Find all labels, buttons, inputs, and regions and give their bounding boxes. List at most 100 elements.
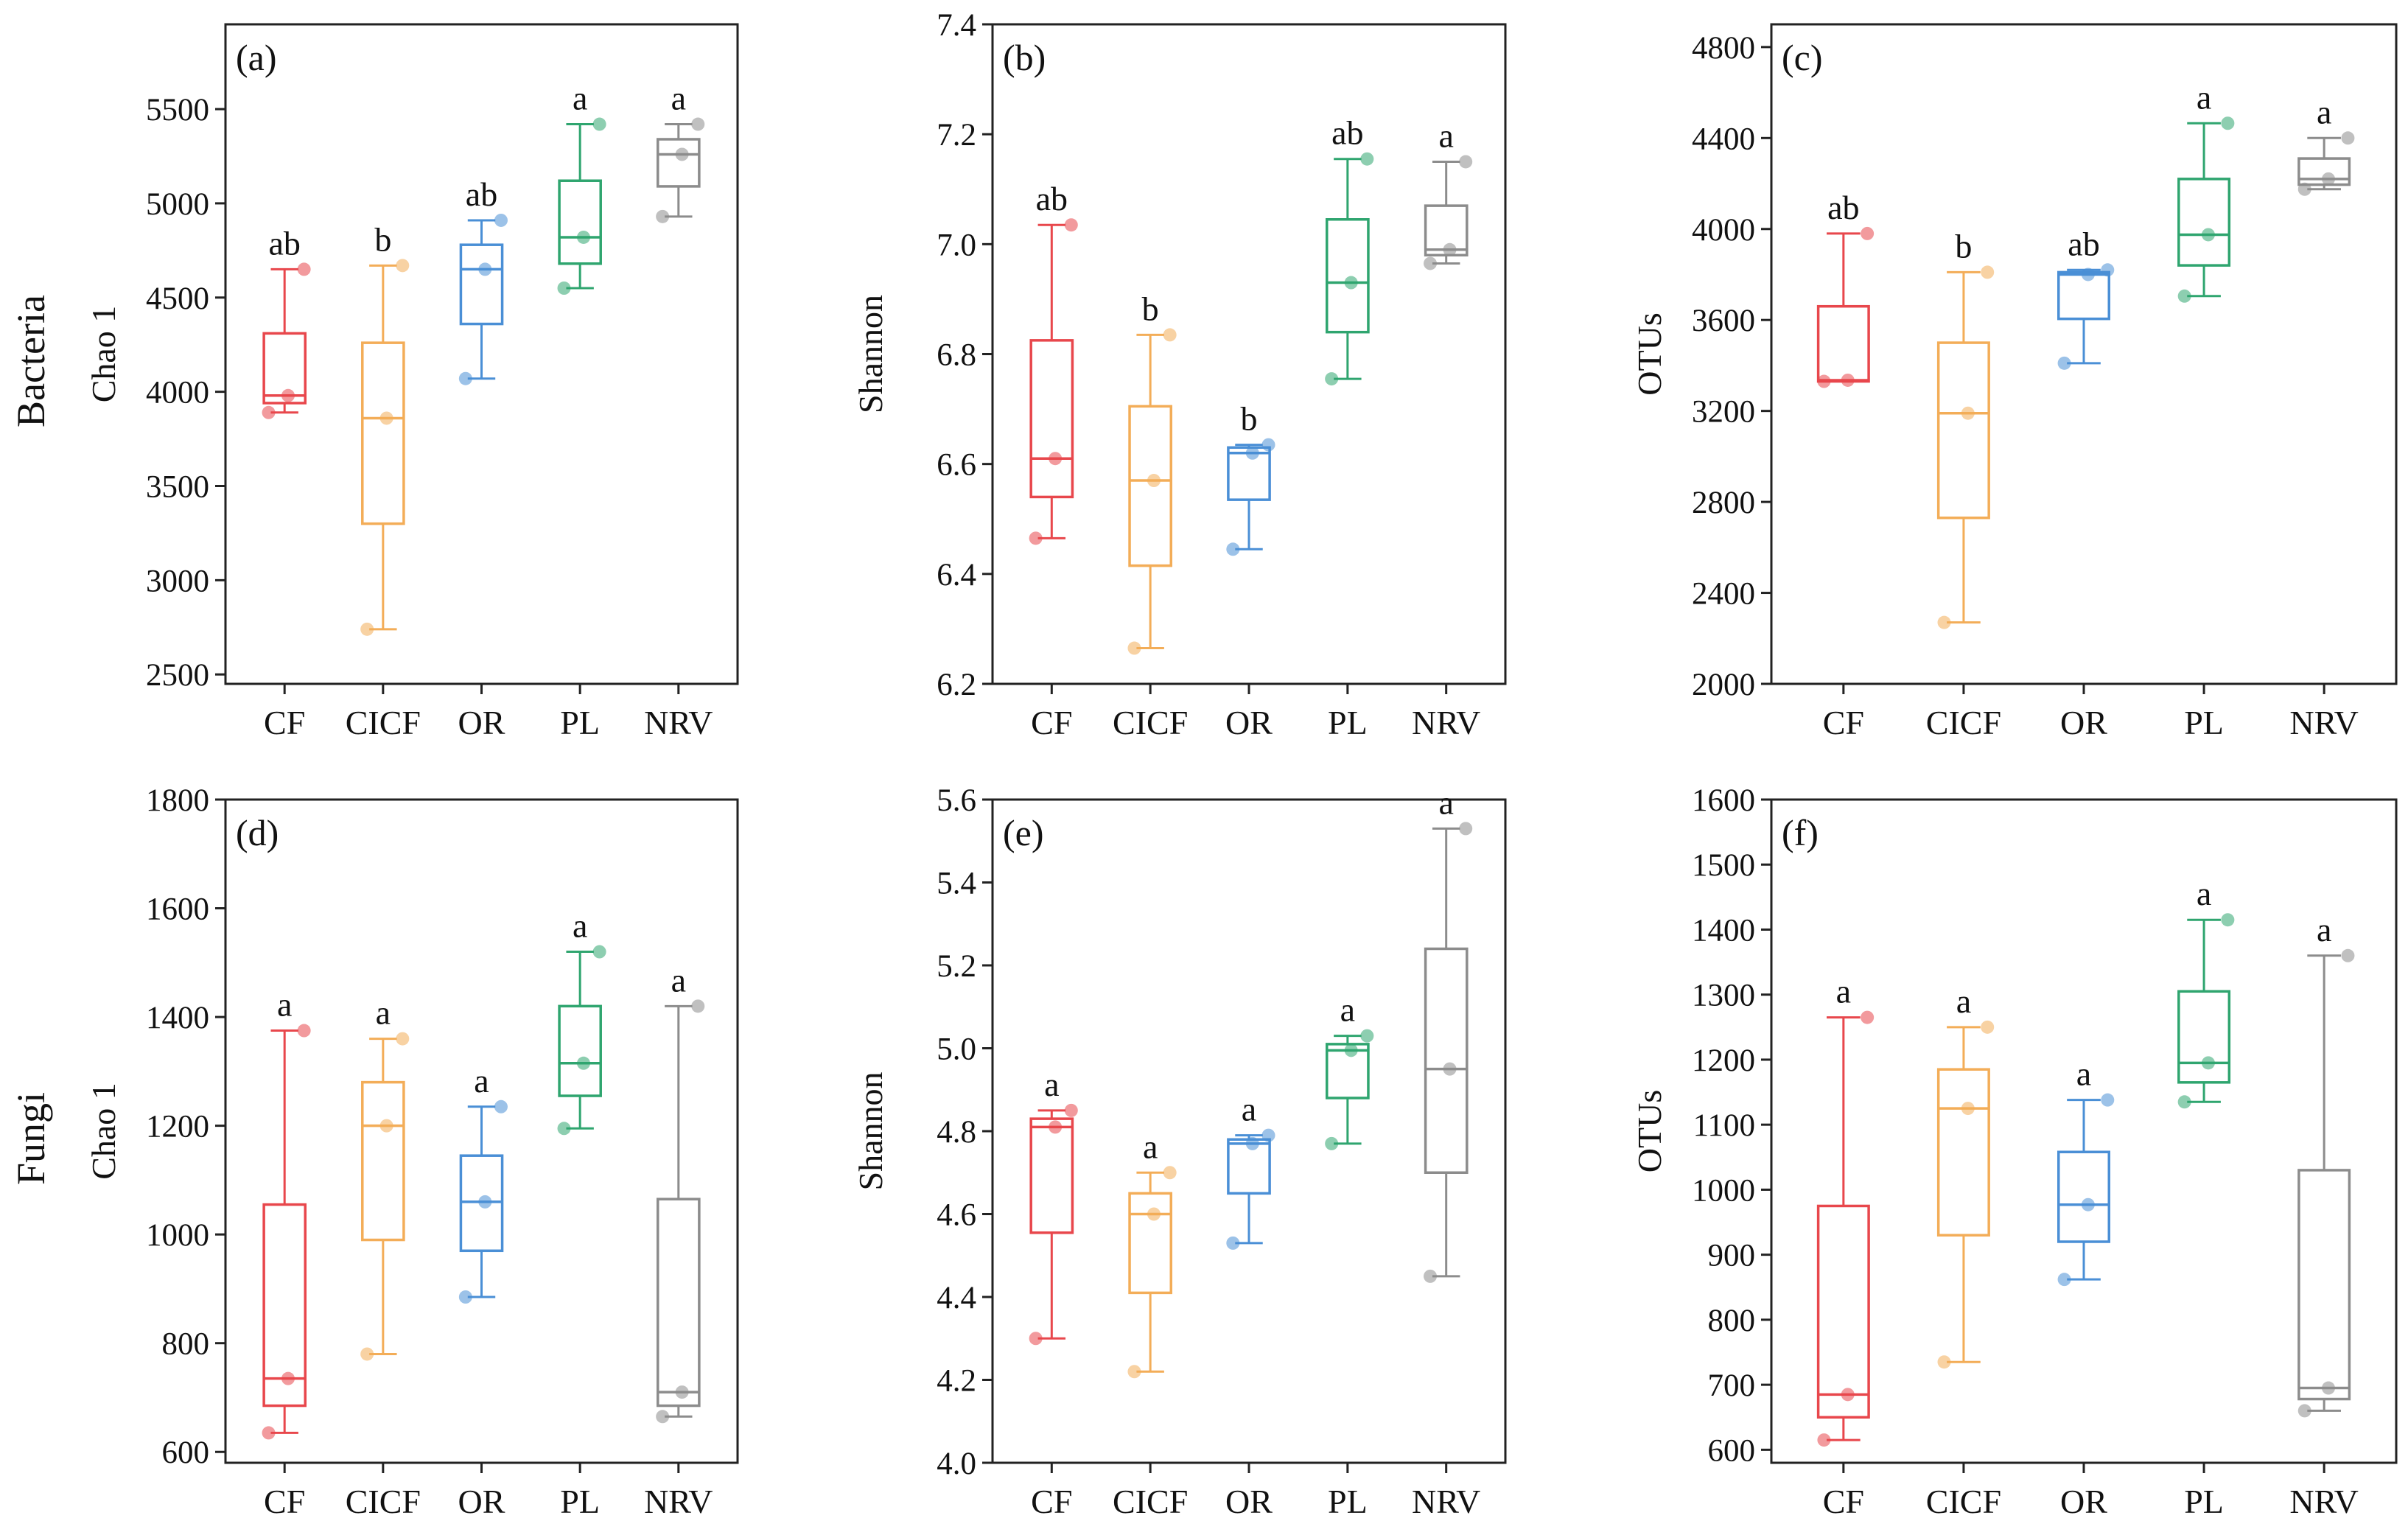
data-point bbox=[2177, 289, 2191, 303]
data-point bbox=[1245, 1136, 1259, 1150]
y-tick-label: 5.0 bbox=[937, 1032, 976, 1067]
iqr-box bbox=[1816, 1204, 1870, 1419]
data-point bbox=[2101, 1093, 2115, 1107]
significance-label-or: a bbox=[1242, 1091, 1256, 1128]
significance-label-pl: a bbox=[573, 907, 587, 945]
data-point bbox=[1147, 1207, 1161, 1221]
data-point bbox=[1981, 265, 1995, 279]
box-cicf bbox=[1127, 1166, 1177, 1379]
significance-label-cf: ab bbox=[1036, 180, 1068, 217]
x-tick-label-cicf: CICF bbox=[1926, 704, 2001, 741]
box-pl bbox=[557, 117, 606, 295]
iqr-box bbox=[2177, 178, 2231, 267]
x-tick-label-pl: PL bbox=[560, 704, 600, 741]
box-cicf bbox=[1936, 1020, 1995, 1369]
data-point bbox=[1861, 226, 1875, 240]
data-point bbox=[1443, 242, 1457, 256]
box-pl bbox=[1325, 152, 1374, 386]
y-tick-label: 800 bbox=[1708, 1304, 1756, 1338]
data-point bbox=[1261, 438, 1275, 452]
iqr-box bbox=[1029, 1117, 1074, 1234]
data-point bbox=[2057, 1273, 2071, 1287]
data-point bbox=[2221, 913, 2235, 927]
significance-label-cf: ab bbox=[268, 224, 300, 262]
data-point bbox=[1127, 641, 1141, 655]
iqr-box bbox=[361, 341, 405, 525]
y-tick-label: 1800 bbox=[146, 783, 209, 818]
box-or bbox=[458, 1099, 508, 1304]
data-point bbox=[592, 945, 606, 959]
y-tick-label: 6.8 bbox=[937, 338, 976, 373]
box-cf bbox=[262, 262, 311, 419]
x-tick-label-cf: CF bbox=[264, 1483, 305, 1520]
data-point bbox=[360, 1347, 374, 1361]
significance-label-pl: a bbox=[2197, 78, 2211, 116]
data-point bbox=[1937, 615, 1951, 629]
data-point bbox=[494, 1099, 508, 1113]
data-point bbox=[478, 262, 492, 276]
x-tick-label-pl: PL bbox=[2184, 704, 2224, 741]
x-tick-label-cf: CF bbox=[1031, 1483, 1072, 1520]
data-point bbox=[2081, 1197, 2095, 1211]
data-point bbox=[379, 411, 393, 425]
y-tick-label: 6.4 bbox=[937, 558, 976, 592]
y-tick-label: 3600 bbox=[1692, 304, 1755, 338]
data-point bbox=[1360, 1029, 1374, 1043]
panel-label: (d) bbox=[236, 812, 279, 853]
box-or bbox=[458, 213, 508, 385]
x-tick-label-nrv: NRV bbox=[2289, 704, 2358, 741]
y-tick-label: 1600 bbox=[1692, 783, 1755, 818]
box-pl bbox=[557, 945, 606, 1136]
box-or bbox=[1226, 438, 1275, 556]
data-point bbox=[478, 1195, 492, 1209]
iqr-box bbox=[1128, 1192, 1173, 1295]
data-point bbox=[494, 213, 508, 227]
significance-label-pl: a bbox=[2197, 875, 2211, 912]
y-tick-label: 1100 bbox=[1693, 1108, 1755, 1143]
data-point bbox=[1360, 152, 1374, 166]
y-tick-label: 5.2 bbox=[937, 949, 976, 984]
x-tick-label-cf: CF bbox=[1823, 704, 1864, 741]
data-point bbox=[576, 1056, 590, 1070]
box-or bbox=[2057, 263, 2115, 370]
significance-label-or: b bbox=[1241, 400, 1258, 438]
data-point bbox=[1029, 1332, 1043, 1346]
y-tick-label: 1600 bbox=[146, 892, 209, 927]
box-nrv bbox=[656, 999, 705, 1424]
data-point bbox=[396, 259, 410, 273]
y-axis-label: Chao 1 bbox=[85, 1083, 122, 1180]
significance-label-or: ab bbox=[466, 175, 497, 213]
x-tick-label-cicf: CICF bbox=[1113, 704, 1188, 741]
significance-label-cicf: b bbox=[374, 220, 391, 258]
y-tick-label: 4000 bbox=[1692, 213, 1755, 248]
data-point bbox=[458, 371, 472, 385]
chart-panel-f: (f) 600 700 800 900 1000 1100 1200 1300 1400 1500 1… bbox=[1631, 783, 2398, 1520]
y-tick-label: 4500 bbox=[146, 282, 209, 316]
data-point bbox=[262, 1426, 276, 1440]
x-tick-label-nrv: NRV bbox=[644, 704, 713, 741]
data-point bbox=[2081, 268, 2095, 282]
data-point bbox=[1817, 1433, 1831, 1447]
data-point bbox=[1049, 452, 1063, 466]
y-tick-label: 1400 bbox=[146, 1001, 209, 1035]
box-cicf bbox=[360, 259, 410, 636]
data-point bbox=[1841, 1388, 1855, 1402]
x-tick-label-cf: CF bbox=[264, 704, 305, 741]
data-point bbox=[1163, 1166, 1177, 1180]
y-axis-label: Shannon bbox=[852, 1072, 889, 1191]
box-cicf bbox=[1936, 265, 1995, 629]
significance-label-or: a bbox=[474, 1062, 489, 1099]
data-point bbox=[675, 147, 689, 161]
x-tick-label-cf: CF bbox=[1823, 1483, 1864, 1520]
y-tick-label: 600 bbox=[1708, 1433, 1756, 1468]
data-point bbox=[1443, 1062, 1457, 1076]
data-point bbox=[360, 622, 374, 636]
data-point bbox=[1424, 256, 1438, 270]
significance-label-nrv: a bbox=[1438, 116, 1453, 154]
y-tick-label: 800 bbox=[162, 1327, 210, 1362]
data-point bbox=[2201, 228, 2215, 242]
box-or bbox=[2057, 1093, 2115, 1287]
box-cicf bbox=[1127, 328, 1177, 655]
iqr-box bbox=[1936, 341, 1990, 520]
